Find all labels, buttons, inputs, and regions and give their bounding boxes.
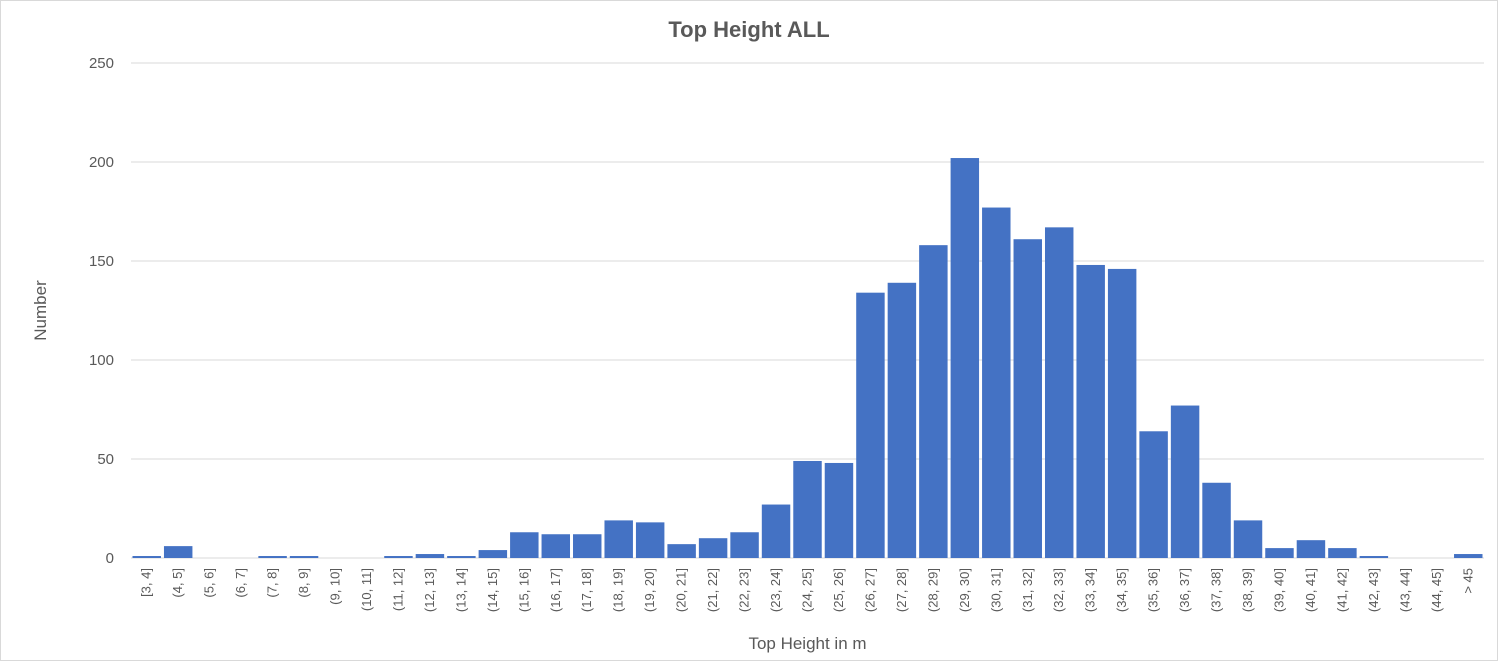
x-tick-label: (38, 39]	[1240, 568, 1255, 612]
x-tick-label: (29, 30]	[957, 568, 972, 612]
histogram-bar	[824, 462, 854, 558]
x-tick-label: (6, 7]	[233, 568, 248, 598]
histogram-bar	[730, 532, 759, 558]
x-tick-label: (10, 11]	[359, 568, 374, 611]
histogram-bar	[132, 556, 161, 558]
x-tick-label: (25, 26]	[831, 568, 846, 612]
x-tick-label: (40, 41]	[1303, 568, 1318, 612]
x-tick-label: (31, 32]	[1020, 568, 1035, 612]
histogram-bar	[447, 556, 476, 558]
histogram-bar	[1013, 239, 1042, 558]
x-tick-label: (32, 33]	[1051, 568, 1066, 612]
x-tick-label: (20, 21]	[674, 568, 689, 612]
x-tick-label: [3, 4]	[139, 568, 154, 597]
histogram-bar	[1170, 405, 1200, 558]
x-tick-label: > 45	[1460, 568, 1475, 594]
y-tick-label: 100	[89, 352, 114, 369]
x-tick-label: (16, 17]	[548, 568, 563, 612]
x-axis-label: Top Height in m	[748, 634, 866, 653]
histogram-bar	[1359, 556, 1389, 558]
histogram-bar	[1454, 554, 1483, 558]
histogram-bar	[1328, 548, 1357, 558]
x-tick-label: (33, 34]	[1083, 568, 1098, 612]
histogram-bar	[1265, 548, 1294, 558]
histogram-bar	[856, 292, 885, 558]
x-tick-label: (21, 22]	[705, 568, 720, 612]
x-tick-label: (37, 38]	[1209, 568, 1224, 612]
y-tick-label: 200	[89, 154, 114, 171]
y-axis-label: Number	[31, 280, 50, 341]
y-tick-labels: 0 50 100 150 200 250	[89, 55, 114, 567]
y-tick-label: 150	[89, 253, 114, 270]
x-tick-label: (41, 42]	[1334, 568, 1349, 612]
y-tick-label: 0	[106, 550, 114, 567]
histogram-bar	[541, 534, 571, 558]
x-tick-label: (19, 20]	[642, 568, 657, 612]
histogram-bar	[573, 534, 602, 558]
histogram-bar	[1233, 520, 1263, 558]
y-tick-label: 50	[97, 451, 114, 468]
x-tick-label: (12, 13]	[422, 568, 437, 612]
histogram-bar	[1139, 431, 1168, 558]
x-tick-label: (26, 27]	[862, 568, 877, 612]
x-tick-label: (18, 19]	[611, 568, 626, 612]
y-tick-label: 250	[89, 55, 114, 72]
bars-layer	[132, 158, 1483, 559]
histogram-bar	[1076, 264, 1105, 558]
histogram-bar	[1202, 482, 1231, 558]
histogram-bar	[950, 158, 980, 559]
histogram-bar	[793, 460, 822, 558]
x-tick-label: (36, 37]	[1177, 568, 1192, 612]
x-tick-label: (30, 31]	[988, 568, 1003, 612]
x-tick-label: (14, 15]	[485, 568, 500, 612]
histogram-bar	[384, 556, 413, 558]
x-tick-label: (23, 24]	[768, 568, 783, 612]
x-tick-label: (39, 40]	[1271, 568, 1286, 612]
histogram-bar	[667, 544, 696, 558]
histogram-bar	[415, 554, 445, 558]
histogram-bar	[982, 207, 1011, 559]
x-tick-label: (24, 25]	[800, 568, 815, 612]
x-tick-label: (44, 45]	[1429, 568, 1444, 612]
histogram-bar	[510, 532, 539, 558]
x-tick-label: (7, 8]	[265, 568, 280, 598]
histogram-bar	[289, 556, 319, 558]
x-tick-label: (43, 44]	[1397, 568, 1412, 612]
x-tick-label: (4, 5]	[170, 568, 185, 598]
x-tick-label: (27, 28]	[894, 568, 909, 612]
x-tick-label: (34, 35]	[1114, 568, 1129, 612]
histogram-bar	[698, 538, 728, 558]
histogram-bar	[761, 504, 791, 558]
x-tick-label: (42, 43]	[1366, 568, 1381, 612]
x-tick-label: (17, 18]	[579, 568, 594, 612]
x-tick-label: (35, 36]	[1146, 568, 1161, 612]
x-tick-label: (28, 29]	[925, 568, 940, 612]
histogram-bar	[919, 245, 948, 558]
grid-layer	[131, 62, 1484, 559]
histogram-bar	[1296, 540, 1326, 558]
histogram-bar	[163, 546, 193, 558]
x-tick-label: (9, 10]	[328, 568, 343, 605]
x-tick-label: (13, 14]	[453, 568, 468, 612]
chart-title: Top Height ALL	[668, 17, 830, 42]
histogram-bar	[604, 520, 633, 558]
x-tick-labels: [3, 4] (4, 5] (5, 6] (6, 7] (7, 8] (8, 9] (9, …	[139, 568, 1476, 612]
x-tick-label: (8, 9]	[296, 568, 311, 598]
histogram-bar	[887, 282, 917, 558]
x-tick-label: (15, 16]	[516, 568, 531, 612]
x-tick-label: (11, 12]	[390, 568, 405, 611]
x-tick-label: (5, 6]	[202, 568, 217, 598]
histogram-bar	[635, 522, 665, 558]
x-tick-label: (22, 23]	[737, 568, 752, 612]
histogram-bar	[1044, 227, 1074, 558]
histogram-bar	[478, 550, 508, 558]
histogram-bar	[1107, 268, 1137, 558]
histogram-bar	[258, 556, 287, 558]
